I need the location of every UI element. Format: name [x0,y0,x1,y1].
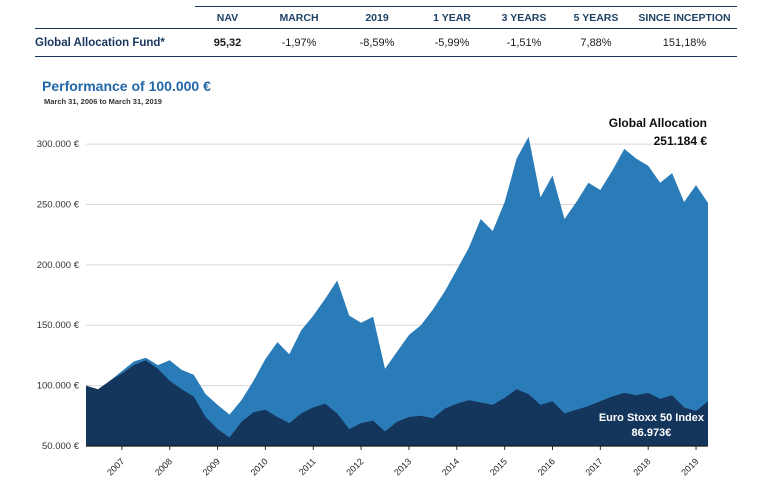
svg-text:2007: 2007 [105,456,126,477]
table-row: Global Allocation Fund* 95,32 -1,97% -8,… [35,28,737,57]
value-since-inception: 151,18% [632,28,737,57]
header-5-years: 5 YEARS [560,6,632,29]
svg-text:2009: 2009 [201,456,222,477]
svg-text:100.000 €: 100.000 € [37,381,80,392]
header-since-inception: SINCE INCEPTION [632,6,737,29]
header-nav: NAV [195,6,260,29]
svg-text:2016: 2016 [536,456,557,477]
global-allocation-label: Global Allocation [608,116,707,130]
svg-text:300.000 €: 300.000 € [37,139,80,150]
global-allocation-value: 251.184 € [653,134,707,148]
value-nav: 95,32 [195,28,260,57]
svg-text:50.000 €: 50.000 € [42,441,80,452]
value-3-years: -1,51% [488,28,560,57]
header-1-year: 1 YEAR [416,6,488,29]
svg-text:2014: 2014 [440,456,461,477]
chart-title: Performance of 100.000 € [42,78,211,94]
svg-text:150.000 €: 150.000 € [37,320,80,331]
svg-text:2017: 2017 [584,456,605,477]
fund-name: Global Allocation Fund* [35,28,195,57]
value-2019: -8,59% [338,28,416,57]
header-empty-cell [35,6,195,29]
svg-text:250.000 €: 250.000 € [37,199,80,210]
svg-text:2013: 2013 [392,456,413,477]
performance-chart: 50.000 € 100.000 € 150.000 € 200.000 € 250.0… [36,126,716,478]
chart-svg: 50.000 € 100.000 € 150.000 € 200.000 € 250.0… [37,136,708,478]
euro-stoxx-annotation: Euro Stoxx 50 Index 86.973€ [599,411,704,441]
chart-subtitle: March 31, 2006 to March 31, 2019 [44,97,162,106]
svg-text:2015: 2015 [488,456,509,477]
svg-text:2008: 2008 [153,456,174,477]
table-header-row: NAV MARCH 2019 1 YEAR 3 YEARS 5 YEARS SI… [35,6,737,29]
svg-text:2011: 2011 [297,456,318,477]
header-2019: 2019 [338,6,416,29]
header-march: MARCH [260,6,338,29]
header-3-years: 3 YEARS [488,6,560,29]
value-1-year: -5,99% [416,28,488,57]
svg-text:2019: 2019 [679,456,700,477]
euro-stoxx-label: Euro Stoxx 50 Index [598,412,704,424]
svg-text:2018: 2018 [631,456,652,477]
value-5-years: 7,88% [560,28,632,57]
global-allocation-annotation: Global Allocation 251.184 € [609,114,707,150]
svg-text:200.000 €: 200.000 € [37,260,80,271]
svg-text:2012: 2012 [344,456,365,477]
performance-table: NAV MARCH 2019 1 YEAR 3 YEARS 5 YEARS SI… [35,6,737,57]
svg-text:2010: 2010 [249,456,270,477]
value-march: -1,97% [260,28,338,57]
euro-stoxx-value: 86.973€ [631,426,672,439]
